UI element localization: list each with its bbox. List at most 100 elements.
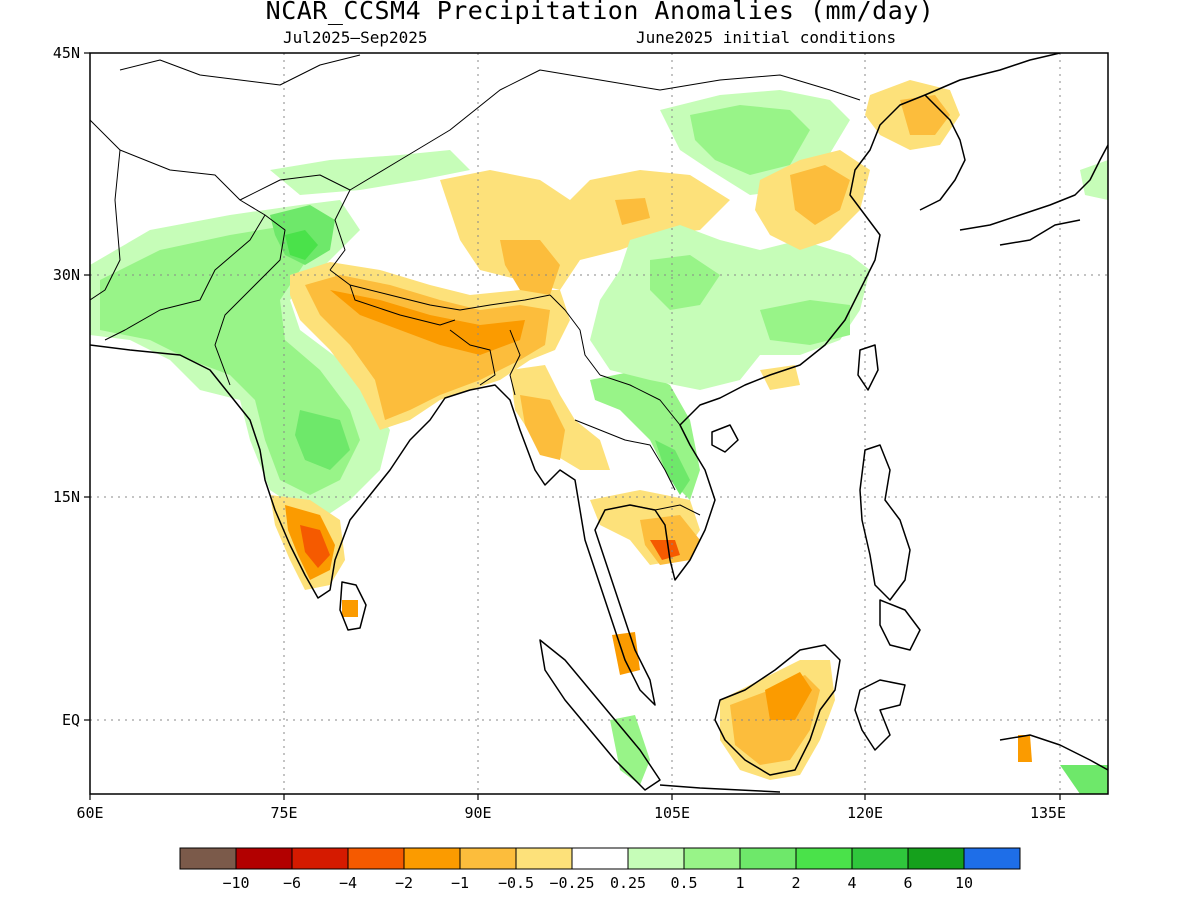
anomaly-region-orange-new-guinea xyxy=(1018,735,1032,762)
border-myanmar-china xyxy=(549,294,601,376)
coastline-hainan xyxy=(711,424,739,453)
coastlines xyxy=(90,53,1108,793)
forecast-period: Jul2025–Sep2025 xyxy=(283,28,428,47)
border-cambodia xyxy=(629,504,701,516)
colorbar-swatch xyxy=(851,847,909,870)
border-laos-vietnam xyxy=(599,374,681,426)
coastline-mainland-asia xyxy=(90,94,966,706)
colorbar-tick-label: −6 xyxy=(283,874,301,892)
anomaly-region-lightgreen-south-china-east xyxy=(760,300,850,345)
coastline-sri-lanka xyxy=(339,581,367,631)
coastline-borneo xyxy=(714,644,841,776)
lat-label-eq: EQ xyxy=(62,711,80,729)
colorbar-swatch xyxy=(179,847,237,870)
lat-label-30n: 30N xyxy=(53,266,80,284)
longitude-labels: 60E 75E 90E 105E 120E 135E xyxy=(76,804,1066,822)
anomaly-region-lightorange-myanmar xyxy=(520,395,565,460)
anomaly-region-lightorange-korea xyxy=(900,95,950,135)
colorbar-tick-label: −0.25 xyxy=(549,874,594,892)
map-frame xyxy=(89,52,1109,795)
colorbar-swatch xyxy=(963,847,1021,870)
anomaly-region-lightgreen-pakistan xyxy=(100,225,360,495)
latitude-labels: 45N 30N 15N EQ xyxy=(53,44,80,729)
anomaly-region-lightgreen-south-china xyxy=(650,255,720,310)
axis-ticks xyxy=(84,52,1061,800)
colorbar-swatch xyxy=(627,847,685,870)
anomaly-shading xyxy=(90,80,1108,794)
coastline-sulawesi xyxy=(854,679,906,751)
colorbar-tick-label: 6 xyxy=(903,874,912,892)
anomaly-region-orange-malaya xyxy=(612,632,640,675)
colorbar-tick-label: 4 xyxy=(847,874,856,892)
colorbar-swatch xyxy=(235,847,293,870)
anomaly-region-lightorange-north-china xyxy=(790,165,850,225)
lon-label-60e: 60E xyxy=(76,804,103,822)
colorbar-tick-label: −1 xyxy=(451,874,469,892)
map-title: NCAR_CCSM4 Precipitation Anomalies (mm/d… xyxy=(265,0,935,25)
coastline-philippines xyxy=(859,444,921,651)
anomaly-region-yellow-south-china-coast xyxy=(760,365,800,390)
border-china-mongolia xyxy=(349,69,861,191)
anomaly-region-palegreen-japan xyxy=(1080,160,1108,200)
colorbar-swatch xyxy=(459,847,517,870)
lon-label-90e: 90E xyxy=(464,804,491,822)
colorbar-tick-label: 0.25 xyxy=(610,874,646,892)
border-russia xyxy=(119,54,361,86)
colorbar-swatch xyxy=(739,847,797,870)
lon-label-135e: 135E xyxy=(1030,804,1066,822)
colorbar-swatch xyxy=(291,847,349,870)
border-himalaya xyxy=(329,269,551,311)
colorbar-swatch xyxy=(907,847,965,870)
coastline-japan xyxy=(959,144,1108,246)
anomaly-region-green-india xyxy=(295,410,350,470)
lat-label-15n: 15N xyxy=(53,488,80,506)
colorbar-tick-label: 0.5 xyxy=(670,874,697,892)
anomaly-region-redorange-south-india xyxy=(300,525,330,568)
anomaly-region-yellow-myanmar xyxy=(510,365,610,470)
border-nepal xyxy=(349,284,456,326)
colorbar: −10 −6 −4 −2 −1 −0.5 −0.25 0.25 0.5 1 2 4 6 10 xyxy=(179,847,1021,892)
anomaly-region-orange-borneo xyxy=(765,672,812,720)
colorbar-tick-label: 1 xyxy=(735,874,744,892)
lat-label-45n: 45N xyxy=(53,44,80,62)
colorbar-swatch xyxy=(571,847,629,870)
colorbar-swatch xyxy=(795,847,853,870)
anomaly-region-green-new-guinea xyxy=(1060,765,1108,794)
border-india-myanmar xyxy=(509,329,521,396)
colorbar-tick-label: −0.5 xyxy=(498,874,534,892)
lon-label-120e: 120E xyxy=(847,804,883,822)
border-afghanistan-pakistan xyxy=(104,149,266,341)
anomaly-region-midgreen-kashmir xyxy=(285,230,318,260)
coastline-sumatra xyxy=(539,639,661,791)
border-bangladesh xyxy=(449,329,496,386)
colorbar-tick-label: 2 xyxy=(791,874,800,892)
colorbar-swatch xyxy=(403,847,461,870)
colorbar-swatch xyxy=(515,847,573,870)
lon-label-105e: 105E xyxy=(654,804,690,822)
lon-label-75e: 75E xyxy=(270,804,297,822)
anomaly-region-lightorange-tibet-east xyxy=(615,198,650,225)
colorbar-tick-label: −10 xyxy=(222,874,249,892)
border-pakistan-india xyxy=(214,214,286,386)
coastline-new-guinea xyxy=(999,734,1108,771)
border-thailand-laos xyxy=(574,419,676,491)
colorbar-swatch xyxy=(683,847,741,870)
anomaly-region-lightgreen-sumatra xyxy=(610,715,650,785)
coastline-korea-japan-sea xyxy=(924,53,1061,96)
anomaly-region-orange-sri-lanka xyxy=(342,600,358,617)
colorbar-tick-label: −4 xyxy=(339,874,357,892)
colorbar-swatch xyxy=(347,847,405,870)
anomaly-region-lightgreen-mongolia xyxy=(690,105,810,175)
coastline-java xyxy=(659,784,781,793)
anomaly-region-lightorange-tibet xyxy=(500,240,560,295)
anomaly-region-orange-ganges xyxy=(330,290,525,355)
colorbar-tick-label: −2 xyxy=(395,874,413,892)
border-iran-afghanistan xyxy=(90,119,121,301)
graticule xyxy=(90,53,1108,794)
anomaly-region-palegreen-tibet-north xyxy=(270,150,470,195)
country-borders xyxy=(90,54,861,516)
coastline-taiwan xyxy=(857,344,879,391)
initial-conditions: June2025 initial conditions xyxy=(636,28,897,47)
colorbar-tick-label: 10 xyxy=(955,874,973,892)
